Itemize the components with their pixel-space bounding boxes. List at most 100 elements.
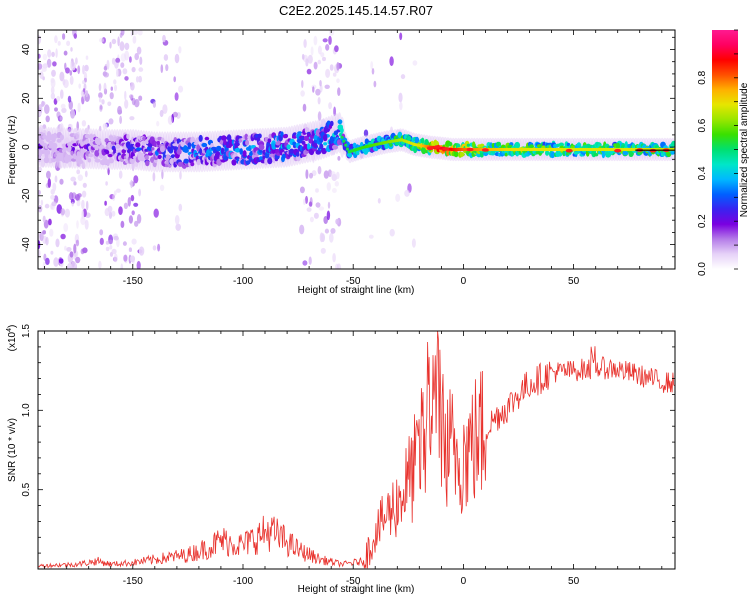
noise-blob <box>117 105 122 115</box>
noise-blob <box>133 202 139 207</box>
noise-blob <box>328 35 332 46</box>
noise-blob <box>308 256 312 265</box>
chart-title: C2E2.2025.145.14.57.R07 <box>279 3 433 18</box>
band-peak <box>481 148 489 152</box>
x-tick-label: -150 <box>123 576 143 587</box>
band-core <box>342 139 346 143</box>
noise-blob <box>107 101 112 107</box>
noise-blob <box>51 51 55 58</box>
band-blob <box>183 148 189 153</box>
noise-blob <box>77 102 81 113</box>
colorbar-gradient <box>712 30 738 269</box>
noise-blob <box>327 201 331 209</box>
band-blob <box>84 134 91 139</box>
noise-blob <box>371 68 375 75</box>
noise-blob <box>99 237 104 245</box>
noise-blob <box>113 190 117 196</box>
band-blob <box>280 131 284 137</box>
noise-blob <box>134 53 139 61</box>
noise-blob <box>399 32 403 41</box>
noise-blob <box>118 206 123 216</box>
noise-blob <box>138 75 143 83</box>
band-blob <box>141 140 146 146</box>
noise-blob <box>60 208 66 216</box>
noise-blob <box>173 76 176 83</box>
band-blob <box>126 133 130 140</box>
noise-blob <box>313 212 319 219</box>
noise-blob <box>49 228 54 237</box>
noise-blob <box>370 61 374 70</box>
noise-blob <box>368 234 374 239</box>
noise-blob <box>45 115 50 123</box>
noise-blob <box>301 53 305 60</box>
noise-blob <box>159 109 164 118</box>
noise-blob <box>73 33 78 39</box>
noise-blob <box>53 257 59 267</box>
snr-line <box>38 331 675 569</box>
noise-blob <box>68 100 74 110</box>
noise-blob <box>60 103 66 109</box>
noise-blob <box>162 34 166 43</box>
noise-blob <box>334 45 339 53</box>
band-blob <box>215 145 222 152</box>
band-blob <box>227 143 232 148</box>
noise-blob <box>134 99 140 108</box>
band-blob <box>332 144 338 150</box>
band-core <box>344 143 348 147</box>
noise-blob <box>38 111 42 116</box>
noise-blob <box>312 86 315 93</box>
noise-blob <box>137 30 143 36</box>
noise-blob <box>335 263 339 269</box>
band-blob <box>70 150 74 156</box>
noise-blob <box>76 199 81 207</box>
band-blob <box>545 150 550 156</box>
noise-blob <box>399 101 403 111</box>
noise-blob <box>112 193 116 201</box>
noise-blob <box>324 228 329 234</box>
band-blob <box>319 137 324 143</box>
noise-blob <box>59 71 65 82</box>
noise-blob <box>395 193 401 202</box>
noise-blob <box>105 240 110 245</box>
band-blob <box>56 138 62 143</box>
noise-blob <box>334 181 339 187</box>
noise-blob <box>81 190 87 198</box>
noise-blob <box>325 68 331 78</box>
colorbar-tick-label: 0.6 <box>697 118 708 132</box>
band-core <box>346 147 349 151</box>
band-blob <box>397 131 403 138</box>
noise-blob <box>99 229 104 236</box>
band-blob <box>139 155 146 162</box>
noise-blob <box>51 201 57 207</box>
noise-blob <box>333 106 336 117</box>
noise-blob <box>119 115 122 124</box>
band-blob <box>472 141 476 149</box>
band-blob <box>339 127 344 134</box>
band-blob <box>424 139 429 146</box>
band-blob <box>226 134 232 142</box>
noise-blob <box>105 181 108 186</box>
band-blob <box>160 145 165 153</box>
noise-blob <box>321 233 325 243</box>
svg-text:(x104): (x104) <box>6 325 18 352</box>
band-blob <box>221 135 227 141</box>
band-blob <box>115 149 122 154</box>
band-blob <box>67 155 73 162</box>
noise-blob <box>98 97 102 103</box>
noise-blob <box>129 116 135 121</box>
noise-blob <box>106 59 110 70</box>
band-blob <box>193 141 199 146</box>
band-blob <box>223 155 229 160</box>
noise-blob <box>63 50 68 56</box>
noise-blob <box>132 30 138 35</box>
noise-blob <box>81 91 85 97</box>
band-blob <box>62 146 67 154</box>
band-blob <box>292 135 297 139</box>
noise-blob <box>177 112 181 119</box>
noise-blob <box>318 206 325 211</box>
band-blob <box>264 157 268 166</box>
noise-blob <box>54 107 58 112</box>
noise-blob <box>56 95 61 102</box>
band-blob <box>107 153 113 158</box>
